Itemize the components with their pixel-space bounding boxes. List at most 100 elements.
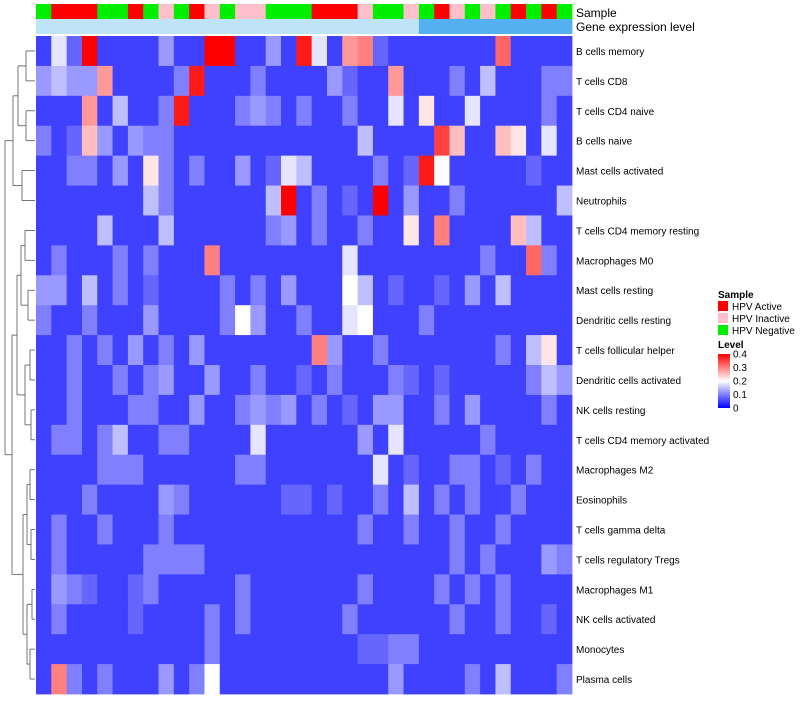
heatmap-cell: [219, 394, 236, 426]
heatmap-cell: [434, 245, 450, 276]
gene-expression-annotation-cell: [81, 19, 98, 34]
heatmap-cell: [235, 604, 251, 635]
heatmap-cell: [495, 365, 512, 396]
heatmap-cell: [189, 424, 205, 456]
heatmap-cell: [66, 335, 83, 366]
heatmap-cell: [36, 514, 52, 545]
heatmap-cell: [281, 484, 297, 515]
heatmap-cell: [296, 245, 313, 276]
heatmap-cell: [326, 664, 343, 695]
heatmap-cell: [97, 245, 113, 276]
gene-expression-annotation-cell: [418, 19, 435, 34]
heatmap-cell: [372, 424, 389, 456]
heatmap-cell: [541, 484, 558, 515]
row-label: T cells CD4 memory resting: [576, 226, 699, 237]
heatmap-cell: [388, 634, 404, 665]
heatmap-cell: [495, 484, 512, 515]
heatmap-cell: [510, 634, 527, 665]
gene-expression-annotation-cell: [541, 19, 558, 34]
heatmap-cell: [388, 65, 404, 97]
heatmap-cell: [556, 604, 573, 635]
heatmap-cell: [510, 454, 527, 486]
sample-annotation-cell: [158, 4, 175, 19]
heatmap-cell: [66, 185, 83, 216]
heatmap-cell: [311, 215, 328, 246]
heatmap-cell: [495, 36, 512, 67]
heatmap-cell: [434, 275, 450, 306]
heatmap-cell: [143, 664, 159, 695]
heatmap-cell: [556, 574, 573, 605]
sample-annotation-cell: [296, 4, 313, 19]
heatmap-cell: [326, 484, 343, 515]
heatmap-cell: [372, 365, 389, 396]
heatmap-cell: [189, 215, 205, 246]
heatmap-cell: [204, 185, 221, 216]
heatmap-cell: [158, 454, 175, 486]
heatmap-cell: [418, 95, 435, 127]
level-legend: Level 0.4 0.3 0.2 0.1 0: [718, 340, 747, 415]
heatmap-cell: [480, 484, 496, 515]
heatmap-cell: [250, 394, 267, 426]
heatmap-cell: [418, 424, 435, 456]
heatmap-cell: [281, 335, 297, 366]
heatmap-cell: [51, 664, 68, 695]
heatmap-cell: [403, 65, 420, 97]
heatmap-cell: [296, 664, 313, 695]
heatmap-cell: [265, 394, 282, 426]
heatmap-cell: [219, 215, 236, 246]
heatmap-cell: [173, 394, 190, 426]
heatmap-cell: [250, 664, 267, 695]
heatmap-cell: [281, 95, 297, 127]
heatmap-cell: [281, 185, 297, 216]
heatmap-cell: [97, 65, 113, 97]
heatmap-cell: [81, 394, 98, 426]
heatmap-cell: [158, 275, 175, 306]
heatmap-cell: [235, 275, 251, 306]
heatmap-cell: [388, 604, 404, 635]
heatmap-cell: [357, 365, 374, 396]
heatmap-cell: [66, 664, 83, 695]
heatmap-cell: [112, 215, 129, 246]
heatmap-cell: [541, 514, 558, 545]
heatmap-cell: [357, 394, 374, 426]
heatmap-cell: [556, 185, 573, 216]
heatmap-cell: [495, 275, 512, 306]
heatmap-cell: [112, 394, 129, 426]
heatmap-cell: [97, 604, 113, 635]
heatmap-cell: [372, 125, 389, 157]
heatmap-cell: [480, 215, 496, 246]
heatmap-cell: [265, 125, 282, 157]
heatmap-cell: [311, 245, 328, 276]
gene-expression-annotation-cell: [357, 19, 374, 34]
sample-annotation-cell: [219, 4, 236, 19]
heatmap-cell: [173, 335, 190, 366]
heatmap-cell: [66, 454, 83, 486]
heatmap-cell: [464, 574, 481, 605]
heatmap-cell: [143, 484, 159, 515]
heatmap-cell: [51, 365, 68, 396]
heatmap-cell: [158, 574, 175, 605]
heatmap-cell: [97, 394, 113, 426]
heatmap-cell: [541, 664, 558, 695]
gene-expression-annotation-cell: [97, 19, 113, 34]
gene-expression-annotation-cell: [326, 19, 343, 34]
heatmap-cell: [311, 664, 328, 695]
heatmap-cell: [510, 394, 527, 426]
heatmap-cell: [189, 394, 205, 426]
heatmap-cell: [372, 634, 389, 665]
heatmap-cell: [326, 185, 343, 216]
sample-annotation-cell: [311, 4, 328, 19]
heatmap-cell: [296, 454, 313, 486]
heatmap-cell: [480, 65, 496, 97]
heatmap-cell: [418, 604, 435, 635]
heatmap-cell: [418, 574, 435, 605]
heatmap-cell: [51, 604, 68, 635]
heatmap-cell: [36, 95, 52, 127]
sample-annotation-cell: [556, 4, 573, 19]
heatmap-cell: [434, 664, 450, 695]
gene-expression-annotation-cell: [235, 19, 251, 34]
heatmap-cell: [357, 155, 374, 186]
heatmap-cell: [434, 125, 450, 157]
heatmap-cell: [311, 634, 328, 665]
heatmap-cell: [235, 574, 251, 605]
